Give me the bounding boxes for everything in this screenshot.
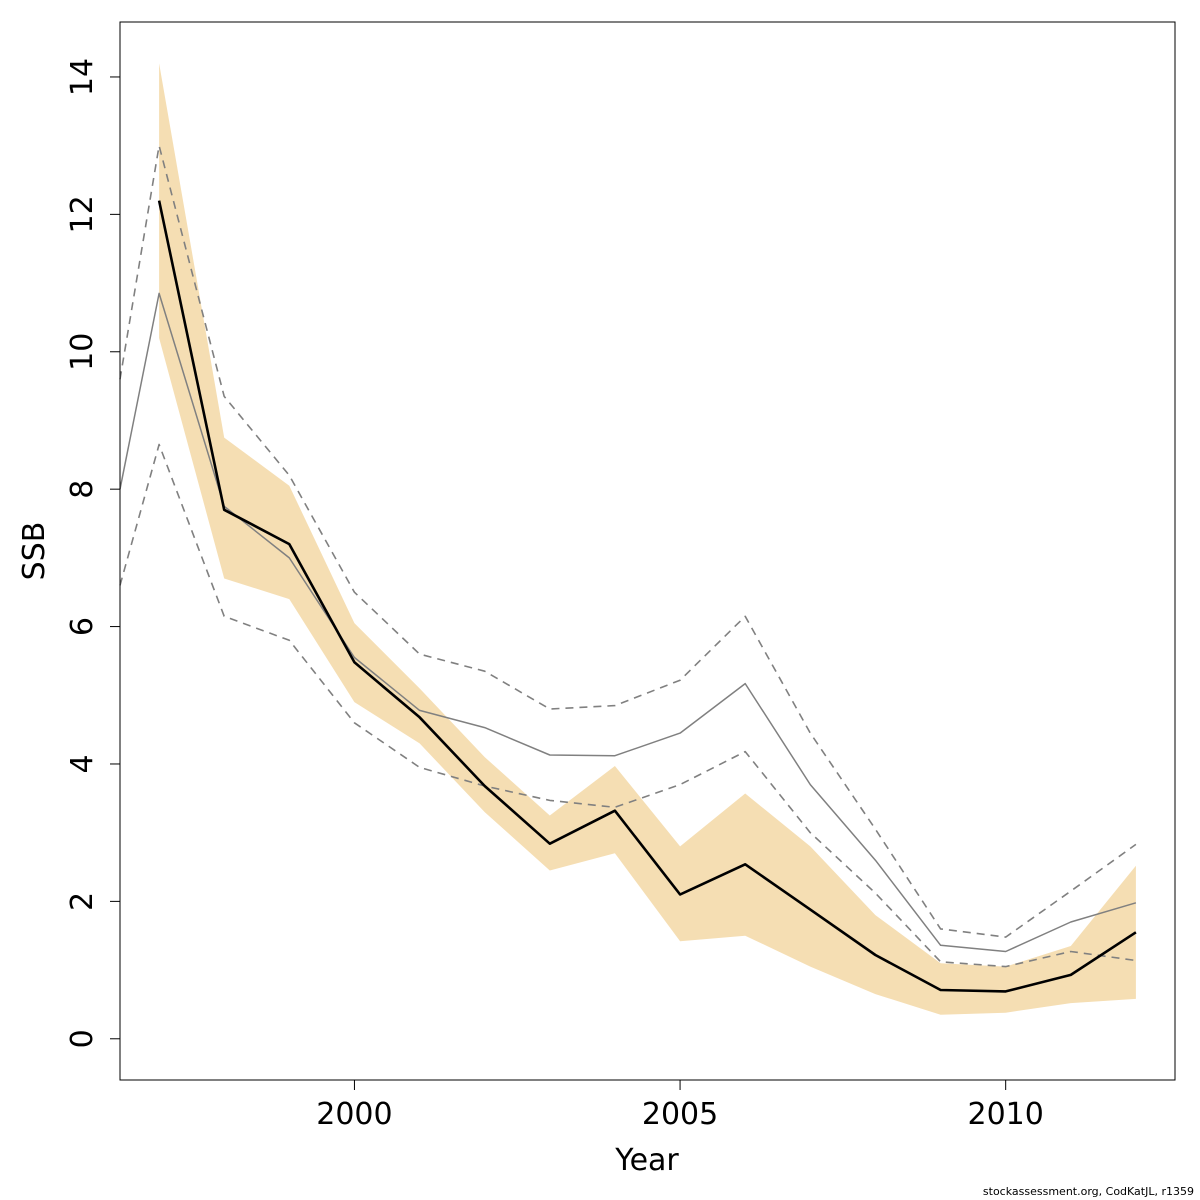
series-line-dashed-3	[119, 443, 1137, 968]
x-axis-title: Year	[614, 1143, 679, 1178]
series-line-estimate	[157, 200, 1137, 993]
y-tick-label: 0	[65, 1029, 100, 1048]
y-tick-label: 6	[65, 617, 100, 636]
y-tick-label: 12	[65, 195, 100, 233]
y-tick-label: 14	[65, 58, 100, 96]
y-axis-title: SSB	[17, 522, 52, 581]
confidence-band	[159, 63, 1136, 1015]
confidence-band-layer	[159, 63, 1136, 1015]
x-tick-label: 2010	[967, 1097, 1043, 1132]
y-tick-label: 10	[65, 333, 100, 371]
y-tick-label: 4	[65, 754, 100, 773]
y-axis: 0 2 4 6 8 10 12 14	[65, 58, 121, 1048]
y-tick-label: 2	[65, 892, 100, 911]
y-tick-label: 8	[65, 480, 100, 499]
x-tick-label: 2000	[316, 1097, 392, 1132]
x-tick-label: 2005	[642, 1097, 718, 1132]
x-axis: 2000 2005 2010	[316, 1079, 1044, 1132]
series-line-grey	[119, 292, 1137, 953]
series-layer	[119, 144, 1137, 993]
footer-credit: stockassessment.org, CodKatJL, r1359	[983, 1185, 1194, 1198]
series-line-dashed-2	[119, 144, 1137, 938]
